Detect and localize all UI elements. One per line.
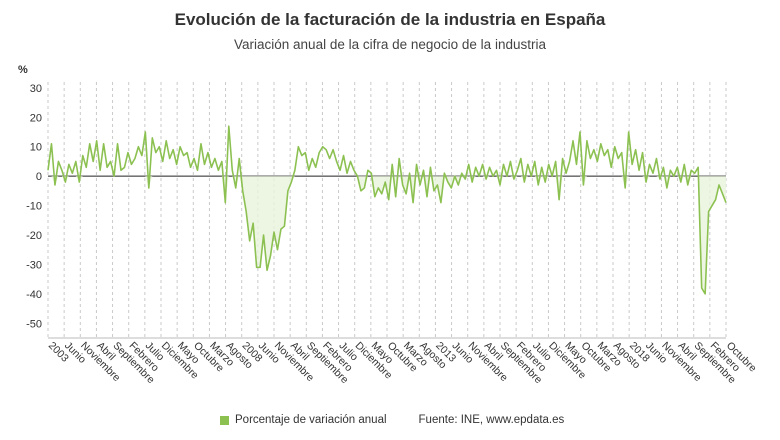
y-axis-ticks: 30 20 10 0 -10 -20 -30 -40 -50 bbox=[26, 83, 726, 330]
chart-subtitle: Variación anual de la cifra de negocio d… bbox=[234, 37, 546, 52]
y-tick-label: 10 bbox=[30, 142, 42, 154]
y-tick-label: -10 bbox=[26, 201, 42, 213]
y-tick-label: 0 bbox=[36, 171, 42, 183]
y-tick-label: 20 bbox=[30, 112, 42, 124]
y-tick-label: 30 bbox=[30, 83, 42, 95]
legend-label: Porcentaje de variación anual bbox=[235, 414, 387, 426]
y-tick-label: -20 bbox=[26, 230, 42, 242]
legend: Porcentaje de variación anual Fuente: IN… bbox=[220, 414, 564, 426]
y-tick-label: -50 bbox=[26, 318, 42, 330]
y-tick-label: -40 bbox=[26, 289, 42, 301]
series-line bbox=[47, 125, 727, 295]
source-note: Fuente: INE, www.epdata.es bbox=[418, 414, 565, 426]
legend-swatch bbox=[220, 415, 229, 425]
series-line-path bbox=[47, 125, 727, 295]
grid-lines bbox=[47, 82, 727, 339]
chart-title: Evolución de la facturación de la indust… bbox=[174, 10, 606, 29]
y-tick-label: -30 bbox=[26, 259, 42, 271]
y-axis-unit: % bbox=[18, 64, 28, 76]
x-axis-ticks: 2003JunioNoviembreAbrilSeptiembreFebrero… bbox=[46, 340, 759, 387]
